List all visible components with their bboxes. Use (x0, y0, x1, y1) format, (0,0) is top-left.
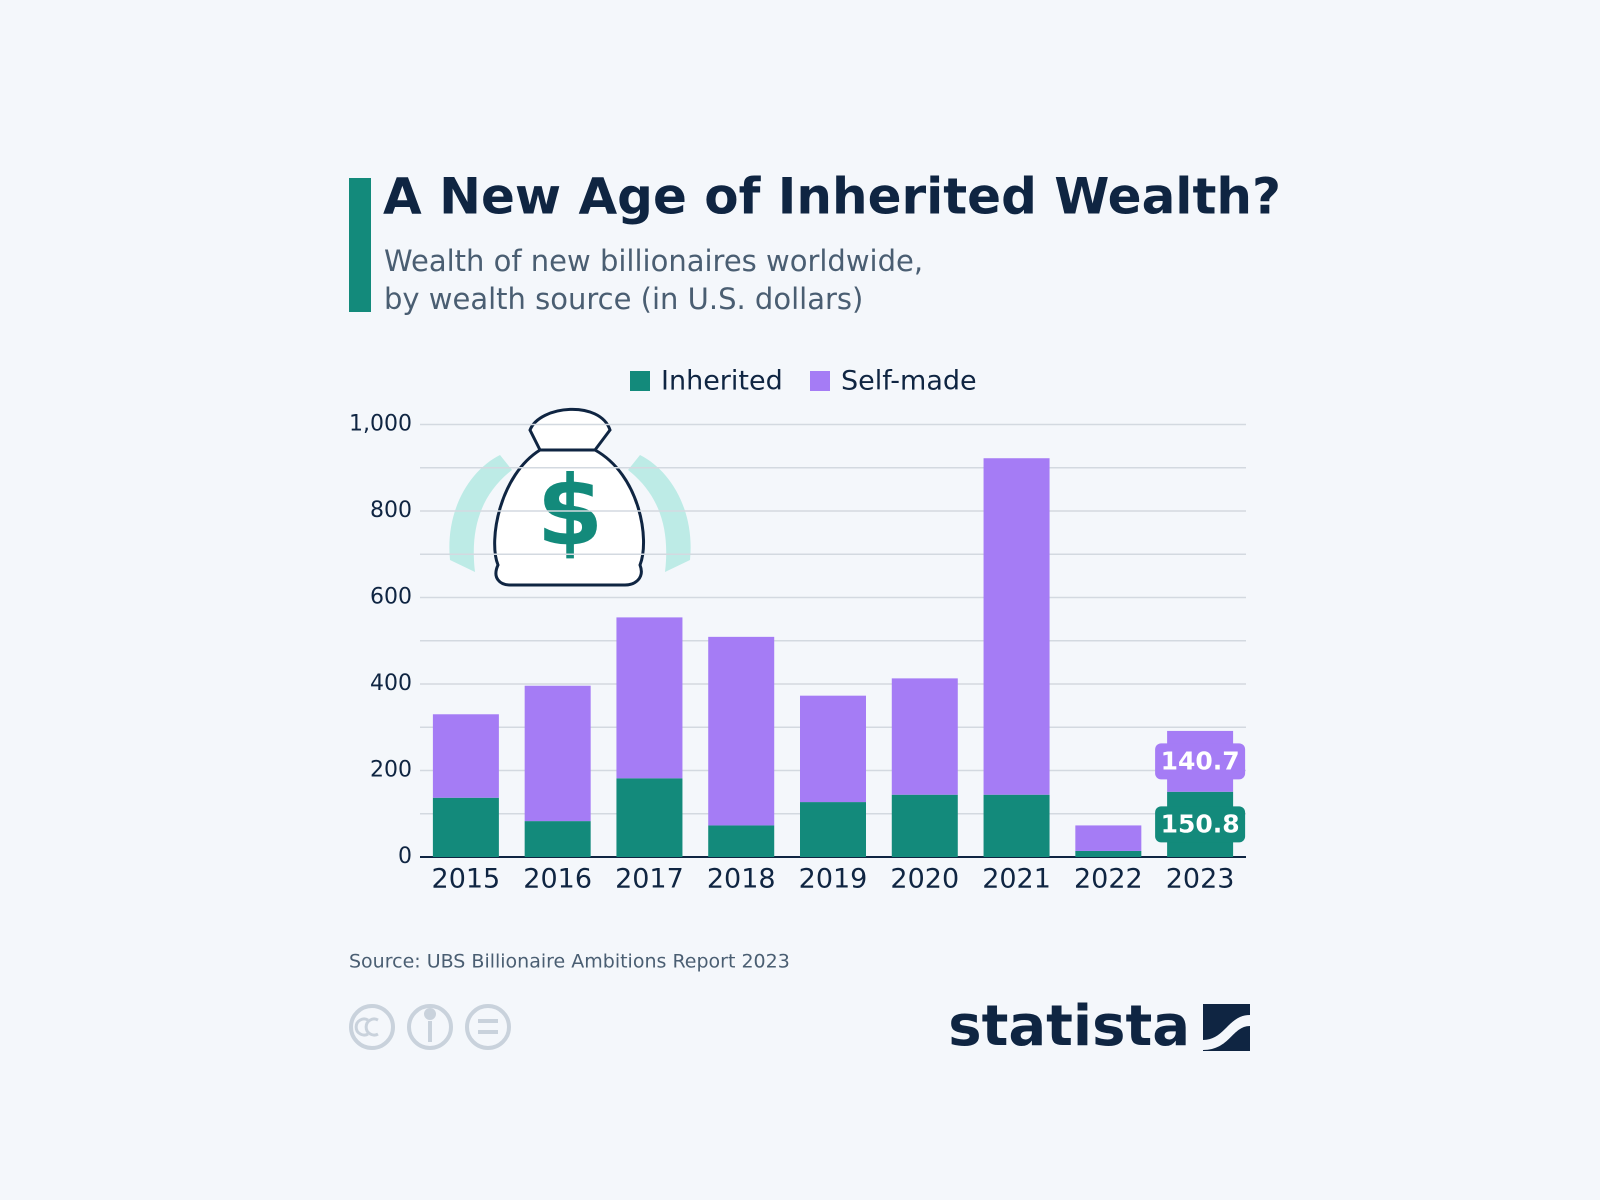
bar-segment (800, 802, 866, 857)
brand-mark (1203, 1004, 1250, 1051)
chart-subtitle: by wealth source (in U.S. dollars) (384, 282, 863, 316)
x-tick-label: 2018 (707, 864, 776, 895)
x-tick-label: 2021 (982, 864, 1051, 895)
legend-label: Self-made (841, 366, 977, 397)
source-note: Source: UBS Billionaire Ambitions Report… (349, 951, 790, 973)
bar-segment (983, 458, 1050, 795)
bar-segment (432, 797, 499, 857)
x-tick-label: 2017 (615, 864, 684, 895)
bar-segment (800, 695, 866, 803)
data-label: 140.7 (1161, 746, 1240, 775)
bar-segment (524, 821, 591, 857)
legend-swatch (810, 371, 830, 391)
bar-segment (432, 714, 499, 798)
x-tick-label: 2015 (432, 864, 501, 895)
y-tick-label: 400 (370, 671, 412, 696)
bar-segment (708, 636, 775, 826)
data-label-bg (1155, 743, 1246, 780)
bar-segment (983, 794, 1050, 857)
bar-segment (1075, 825, 1142, 851)
bar-segment (891, 794, 958, 857)
x-tick-label: 2016 (523, 864, 592, 895)
chart-subtitle: Wealth of new billionaires worldwide, (384, 244, 923, 278)
bar-segment (708, 825, 775, 857)
money-bag-icon: $ (449, 407, 691, 587)
license-icons (349, 1004, 511, 1050)
data-label: 150.8 (1161, 809, 1240, 838)
legend-label: Inherited (661, 366, 783, 397)
bar-segment (616, 617, 683, 779)
x-tick-label: 2019 (799, 864, 868, 895)
bar-segment (891, 678, 958, 795)
bar-segment (1075, 850, 1142, 857)
title-accent (349, 178, 371, 312)
y-tick-label: 800 (370, 498, 412, 523)
x-tick-label: 2022 (1074, 864, 1143, 895)
y-tick-label: 0 (398, 844, 412, 869)
y-tick-label: 600 (370, 585, 412, 610)
x-tick-label: 2023 (1166, 864, 1235, 895)
data-label-bg (1155, 806, 1246, 843)
brand-logo: statista (948, 994, 1190, 1059)
y-tick-label: 1,000 (349, 412, 412, 437)
x-tick-label: 2020 (890, 864, 959, 895)
chart-title: A New Age of Inherited Wealth? (383, 168, 1281, 226)
bar-segment (616, 778, 683, 857)
legend-swatch (630, 371, 650, 391)
y-tick-label: 200 (370, 758, 412, 783)
bar-segment (524, 685, 591, 822)
